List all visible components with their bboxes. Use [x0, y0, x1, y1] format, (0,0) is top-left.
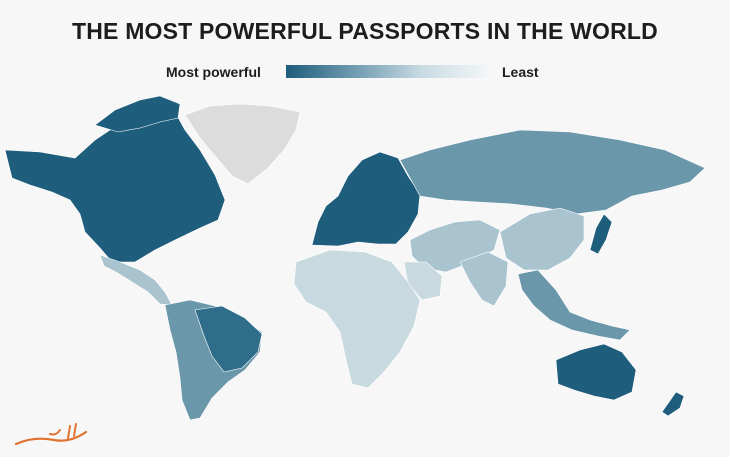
region-japan — [589, 213, 613, 255]
legend-high-label: Most powerful — [166, 64, 261, 80]
region-europe — [311, 151, 421, 247]
region-south-asia — [459, 251, 509, 307]
region-russia — [399, 129, 706, 215]
region-africa — [293, 249, 421, 389]
region-brazil — [194, 305, 263, 373]
legend-gradient-bar — [286, 65, 490, 78]
watermark-logo — [14, 423, 88, 446]
region-central-america — [99, 254, 173, 306]
region-southeast-asia — [517, 269, 631, 341]
watermark-stroke — [49, 423, 77, 439]
region-arctic-islands — [94, 95, 181, 133]
map-title: THE MOST POWERFUL PASSPORTS IN THE WORLD — [72, 18, 658, 44]
region-new-zealand — [661, 391, 685, 417]
region-australia — [555, 343, 637, 401]
legend-low-label: Least — [502, 64, 539, 80]
region-china — [499, 207, 585, 271]
region-greenland — [184, 103, 301, 185]
watermark-swash — [14, 430, 88, 446]
